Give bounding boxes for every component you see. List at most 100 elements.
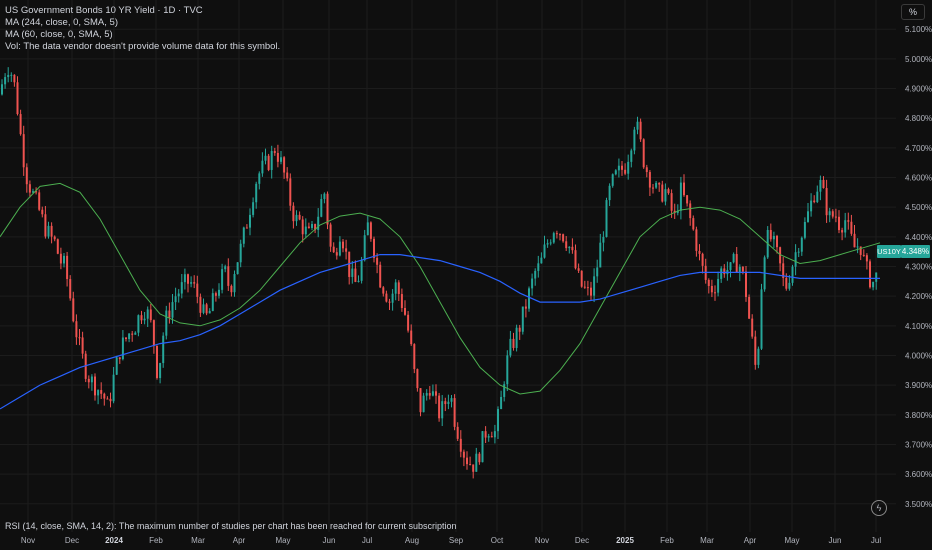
candle-body [487,436,490,438]
candle-body [462,451,465,458]
candle-body [283,157,286,173]
candle-body [831,211,834,217]
y-axis-tick-label: 4.100% [905,322,932,331]
candle-body [159,363,162,378]
candle-body [177,293,180,297]
y-axis-tick-label: 3.500% [905,500,932,509]
x-axis-tick-label: Jun [323,536,336,545]
candle-body [10,74,13,76]
candle-body [859,246,862,255]
candle-body [655,182,658,188]
legend-ma60: MA (60, close, 0, SMA, 5) [5,29,113,40]
candle-body [847,220,850,222]
candle-body [137,315,140,333]
candle-body [667,189,670,194]
candle-body [769,230,772,240]
candle-body [32,191,34,193]
candle-body [841,230,844,233]
candle-body [72,298,75,322]
candle-body [218,289,220,296]
candle-body [865,255,868,262]
candle-body [128,333,131,340]
candle-body [149,309,152,321]
candle-body [782,263,785,278]
candle-body [422,395,425,413]
candle-body [515,327,518,348]
x-axis-tick-label: Dec [65,536,79,545]
candle-body [586,287,589,289]
candle-body [543,244,546,258]
legend-ma244: MA (244, close, 0, SMA, 5) [5,17,118,28]
candle-body [227,266,230,286]
candle-body [652,187,654,189]
candle-body [444,401,447,405]
candle-body [298,214,301,220]
candle-body [490,436,493,438]
candle-body [193,282,196,284]
candle-body [199,296,202,313]
candle-body [47,225,50,237]
candle-body [118,357,121,360]
candle-body [373,238,375,258]
candle-body [19,114,22,135]
candle-body [295,214,298,222]
candle-body [869,261,871,288]
candle-body [292,205,295,222]
candle-body [456,426,459,439]
ma60-line [0,182,881,395]
candle-body [729,262,732,270]
candle-body [791,266,794,283]
candle-body [816,191,819,203]
lightning-icon[interactable]: ϟ [871,500,887,516]
candle-body [289,178,292,206]
candle-body [559,234,561,236]
candle-body [689,203,692,219]
candle-body [435,391,437,396]
candle-body [524,306,527,309]
candle-body [630,150,633,162]
y-axis-tick-label: 4.900% [905,85,932,94]
candle-body [633,129,636,151]
candle-body [717,278,720,293]
candle-body [738,266,741,273]
candle-body [707,279,710,287]
x-axis-tick-label: Feb [149,536,163,545]
y-axis-tick-label: 5.000% [905,55,932,64]
candle-body [642,139,645,168]
candle-body [391,293,394,303]
candle-body [639,121,642,140]
price-scale-unit-button[interactable]: % [901,4,925,20]
candle-body [822,179,825,189]
candle-body [636,121,639,130]
candle-body [314,224,317,230]
x-axis-tick-label: Apr [233,536,246,545]
candle-body [109,398,112,402]
candle-body [627,161,630,174]
x-axis-tick-label: Nov [21,536,35,545]
candle-body [431,391,434,396]
candle-body [329,224,332,247]
candle-body [562,234,565,242]
candle-body [447,401,450,405]
candle-body [345,248,348,252]
x-axis-tick-label: Nov [535,536,549,545]
candle-body [407,314,410,331]
candle-body [230,285,233,293]
candle-body [413,344,416,370]
candle-body [400,294,403,309]
candle-body [112,374,115,402]
candle-body [453,398,456,427]
candle-body [679,182,682,211]
candle-body [794,252,797,267]
y-axis-tick-label: 4.400% [905,233,932,242]
candle-body [304,226,307,235]
candle-body [757,348,760,365]
candle-body [834,216,837,218]
y-axis-tick-label: 4.700% [905,144,932,153]
y-axis-tick-label: 4.500% [905,203,932,212]
candle-body [478,453,481,463]
candle-body [44,214,47,237]
candle-body [280,157,282,162]
